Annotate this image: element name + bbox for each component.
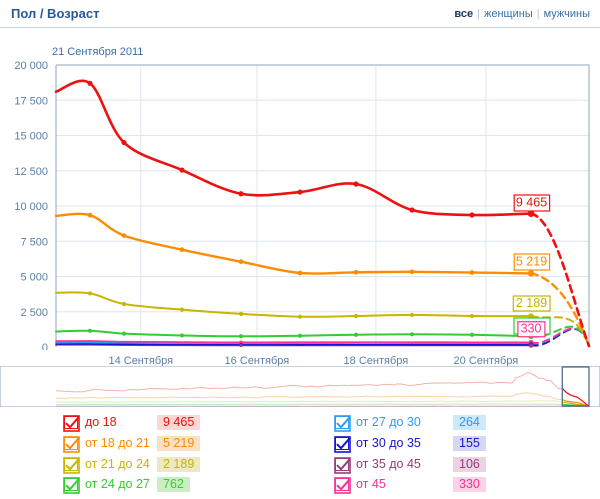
svg-text:20 000: 20 000 [14, 60, 48, 72]
svg-text:9 465: 9 465 [516, 195, 547, 209]
svg-text:5 219: 5 219 [516, 254, 547, 268]
svg-text:2 500: 2 500 [20, 307, 48, 319]
svg-text:7 500: 7 500 [20, 236, 48, 248]
svg-text:12 500: 12 500 [14, 166, 48, 178]
svg-text:330: 330 [521, 321, 542, 335]
svg-text:17 500: 17 500 [14, 95, 48, 107]
svg-text:2 189: 2 189 [516, 296, 547, 310]
svg-text:15 000: 15 000 [14, 131, 48, 143]
svg-text:5 000: 5 000 [20, 272, 48, 284]
svg-text:0: 0 [42, 342, 48, 350]
svg-text:10 000: 10 000 [14, 201, 48, 213]
